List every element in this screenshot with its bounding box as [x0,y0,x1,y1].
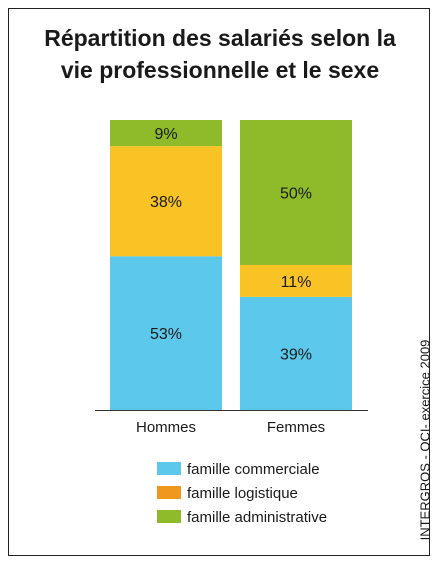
category-label-hommes: Hommes [136,419,196,436]
bar-femmes-2 [240,265,352,297]
chart-title: Répartition des salariés selon la vie pr… [0,22,440,86]
data-label-femmes-2: 11% [281,274,312,291]
bar-femmes-3 [240,120,352,265]
legend-label-1: famille commerciale [187,461,320,478]
legend-label-3: famille administrative [187,509,327,526]
chart-title-line-1: Répartition des salariés selon la [44,25,396,51]
data-label-femmes-1: 39% [280,346,312,363]
legend-swatch-2 [157,486,181,499]
bar-hommes-2 [110,146,222,257]
data-label-femmes-3: 50% [280,186,312,203]
legend-label-2: famille logistique [187,485,298,502]
chart-title-line-2: vie professionnelle et le sexe [60,57,380,83]
category-label-femmes: Femmes [267,419,325,436]
bar-hommes-1 [110,256,222,410]
data-label-hommes-3: 9% [154,126,177,143]
source-note: INTERGROS - OCI- exercice 2009 [417,339,433,541]
data-label-hommes-2: 38% [150,194,182,211]
legend-swatch-3 [157,510,181,523]
bar-hommes-3 [110,120,222,147]
data-label-hommes-1: 53% [150,326,182,343]
bar-femmes-1 [240,296,352,410]
chart-frame [8,8,430,556]
legend-swatch-1 [157,462,181,475]
